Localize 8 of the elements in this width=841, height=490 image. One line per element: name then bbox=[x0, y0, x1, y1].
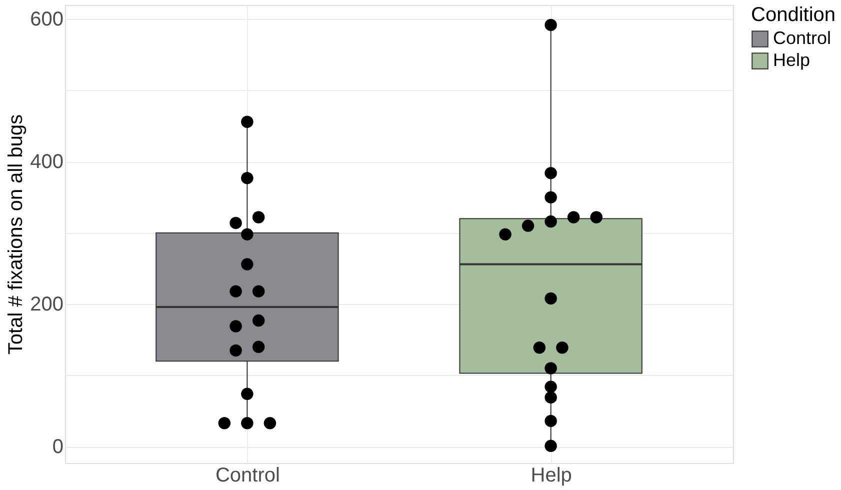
y-tick-label: 200 bbox=[30, 294, 64, 316]
y-tick-label: 400 bbox=[30, 151, 64, 174]
y-axis-title: Total # fixations on all bugs bbox=[5, 114, 28, 355]
legend-label: Control bbox=[773, 28, 832, 48]
legend-title: Condition bbox=[751, 4, 836, 26]
legend-label: Help bbox=[773, 50, 810, 70]
y-tick-label: 600 bbox=[30, 8, 64, 31]
y-tick-label: 0 bbox=[52, 436, 64, 458]
